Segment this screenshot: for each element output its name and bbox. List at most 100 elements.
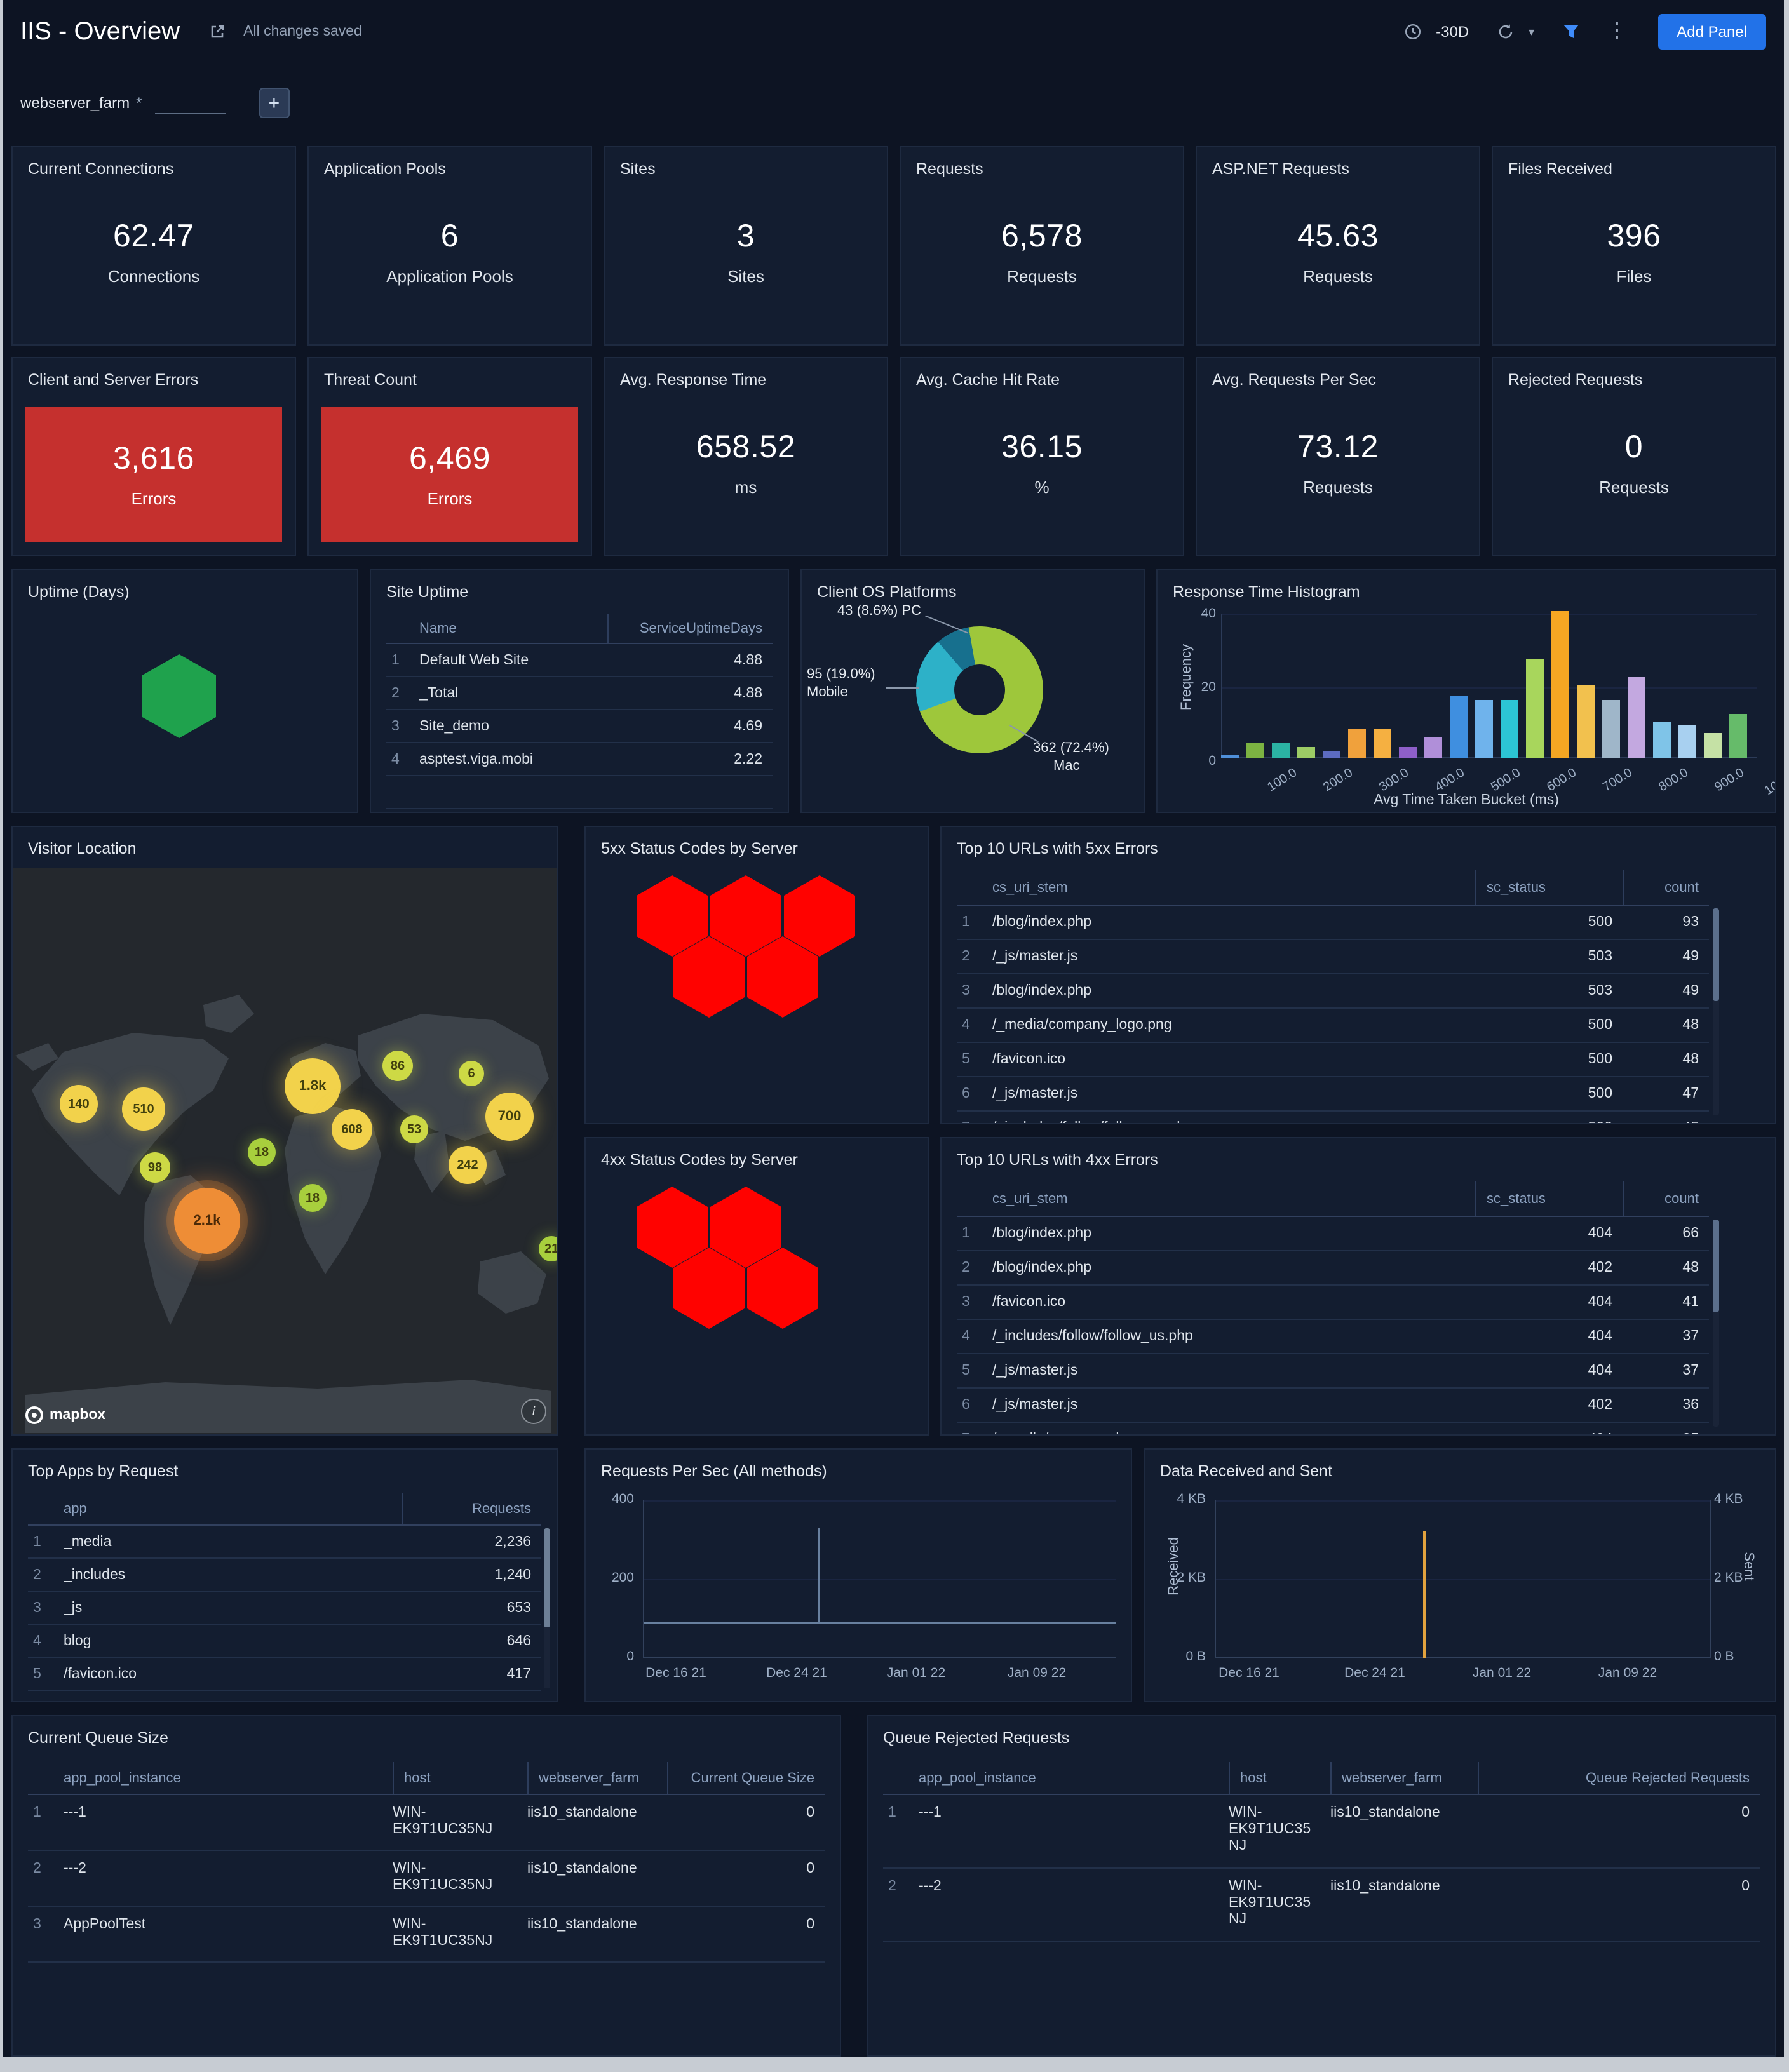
histogram-xlabel: Avg Time Taken Bucket (ms) [1374, 793, 1559, 808]
map-bubble[interactable]: 86 [382, 1051, 413, 1081]
add-panel-button[interactable]: Add Panel [1657, 14, 1766, 50]
table-row[interactable]: 5/favicon.ico 500 48 [957, 1043, 1709, 1077]
table-row[interactable]: 6 /_js/master.js 402 36 [957, 1389, 1709, 1423]
save-status: All changes saved [243, 24, 362, 39]
map-bubble[interactable]: 140 [60, 1085, 98, 1123]
map-bubble[interactable]: 53 [400, 1115, 428, 1143]
table-row[interactable]: 6 /_js/master.js 500 47 [957, 1077, 1709, 1112]
table-row[interactable]: 2 /_js/master.js 503 49 [957, 940, 1709, 974]
cell-value: /favicon.ico [992, 1052, 1066, 1067]
table-scrollbar[interactable] [1713, 1220, 1719, 1427]
table-row[interactable]: 4 /_includes/follow/follow_us.php 404 37 [957, 1320, 1709, 1354]
scrollbar-thumb[interactable] [544, 1528, 550, 1628]
status-hexagon[interactable] [784, 875, 855, 957]
table-row[interactable]: 1 _media 2,236 [28, 1526, 541, 1559]
col-header: sc_status [1475, 1181, 1623, 1216]
gridline [644, 1500, 1116, 1502]
table-row[interactable]: 3/favicon.ico 404 41 [957, 1286, 1709, 1320]
cell-value: 35 [1623, 1432, 1709, 1434]
cell-value: 93 [1682, 915, 1699, 930]
alert-tile: 6,469 Errors [321, 407, 578, 542]
table-scrollbar[interactable] [1713, 908, 1719, 1115]
table-row[interactable]: 4 /_media/company_logo.png 500 48 [957, 1009, 1709, 1043]
current-queue-panel: Current Queue Size app_pool_instance host… [11, 1715, 841, 2057]
row-rank: 2 [33, 1567, 41, 1582]
table-row[interactable]: 3 Site_demo 4.69 [386, 710, 773, 743]
map-bubble[interactable]: 608 [332, 1109, 372, 1150]
scrollbar-thumb[interactable] [1713, 1220, 1719, 1313]
table-row[interactable]: 4 blog 646 [28, 1625, 541, 1658]
uptime-hexagon[interactable] [142, 654, 216, 738]
table-row[interactable]: 5 /_js/master.js 404 37 [957, 1354, 1709, 1389]
table-row[interactable]: 2 ---2 WIN-EK9T1UC35NJ iis10_standalone 0 [28, 1851, 825, 1907]
status-hexagon[interactable] [637, 875, 708, 957]
filter-value-input[interactable] [154, 91, 226, 114]
row-rank: 1 [962, 915, 970, 930]
map-bubble[interactable]: 2.1k [174, 1188, 240, 1254]
map-bubble[interactable]: 510 [122, 1087, 165, 1131]
table-row[interactable]: 4 asptest.viga.mobi 2.22 [386, 743, 773, 776]
col-header: sc_status [1475, 870, 1623, 905]
map-bubble[interactable]: 98 [140, 1152, 170, 1183]
panel-title: Top Apps by Request [28, 1462, 179, 1480]
stat-panel: Avg. Cache Hit Rate 36.15% [900, 357, 1184, 556]
donut-label-mac-name: Mac [1053, 758, 1080, 774]
mapbox-logo[interactable]: mapbox [25, 1406, 105, 1424]
map-bubble[interactable]: 700 [485, 1093, 534, 1141]
status-hexagon[interactable] [673, 936, 745, 1018]
table-row[interactable]: 1 ---1 WIN-EK9T1UC35NJ iis10_standalone 0 [883, 1795, 1760, 1869]
map-bubble[interactable]: 21 [539, 1236, 557, 1261]
table-row[interactable]: 2 _includes 1,240 [28, 1559, 541, 1592]
chevron-down-icon: ▾ [1529, 25, 1535, 37]
col-header: cs_uri_stem [992, 880, 1068, 895]
table-row[interactable]: 3/blog/index.php 503 49 [957, 974, 1709, 1009]
table-row[interactable]: 7/_media/company_logo.png40435 [957, 1423, 1709, 1434]
table-row[interactable]: 2/blog/index.php 402 48 [957, 1251, 1709, 1286]
filter-icon[interactable] [1562, 24, 1579, 39]
map-bubble[interactable]: 18 [299, 1184, 327, 1212]
share-icon[interactable] [208, 23, 226, 41]
panel-title: Application Pools [324, 160, 446, 178]
cell-value: 404 [1475, 1432, 1623, 1434]
table-row[interactable]: 2 ---2 WIN-EK9T1UC35NJ iis10_standalone 0 [883, 1869, 1760, 1942]
table-scrollbar[interactable] [544, 1528, 550, 1688]
table-row[interactable]: 7/_includes/follow/follow_us.php50045 [957, 1112, 1709, 1123]
table-row[interactable]: 1 ---1 WIN-EK9T1UC35NJ iis10_standalone 0 [28, 1795, 825, 1851]
table-row[interactable]: 2 _Total 4.88 [386, 677, 773, 710]
filter-bar: webserver_farm * + [3, 70, 1784, 136]
refresh-button[interactable]: ▾ [1489, 23, 1534, 41]
panel-title: 4xx Status Codes by Server [601, 1151, 798, 1169]
histogram-bar [1653, 722, 1671, 758]
add-filter-button[interactable]: + [259, 88, 290, 118]
panel-title: Current Queue Size [28, 1729, 168, 1747]
stat-value: 3 [736, 219, 755, 254]
status-hexagon[interactable] [637, 1187, 708, 1268]
stat-body: 3 Sites [605, 219, 887, 286]
row-rank: 2 [962, 949, 970, 964]
table-row[interactable]: 1 Default Web Site 4.88 [386, 644, 773, 677]
status-hexagon[interactable] [710, 875, 781, 957]
table-row[interactable]: 1/blog/index.php 404 66 [957, 1217, 1709, 1251]
status-hexagon[interactable] [710, 1187, 781, 1268]
x-tick-label: Dec 24 21 [1344, 1665, 1405, 1681]
cell-value: 49 [1682, 949, 1699, 964]
table-row[interactable]: 5/favicon.ico 417 [28, 1658, 541, 1691]
map-bubble[interactable]: 242 [449, 1146, 487, 1184]
time-range-button[interactable]: -30D [1396, 23, 1469, 41]
table-row[interactable]: 3 AppPoolTest WIN-EK9T1UC35NJ iis10_standal… [28, 1907, 825, 1963]
data-spike [1423, 1531, 1426, 1658]
cell-value: 404 [1588, 1295, 1612, 1310]
map-info-icon[interactable]: i [521, 1399, 546, 1424]
status-hexagon[interactable] [747, 936, 818, 1018]
map-bubble[interactable]: 6 [459, 1061, 484, 1086]
table-row[interactable]: 3 _js 653 [28, 1592, 541, 1625]
stat-body: 6,578 Requests [901, 219, 1183, 286]
kebab-menu-icon[interactable]: ⋮ [1607, 20, 1628, 42]
scrollbar-thumb[interactable] [1713, 908, 1719, 1002]
table-row[interactable]: 1/blog/index.php 500 93 [957, 906, 1709, 940]
map-bubble[interactable]: 18 [248, 1138, 276, 1166]
map-bubble[interactable]: 1.8k [285, 1058, 341, 1114]
row-rank: 3 [391, 718, 400, 734]
